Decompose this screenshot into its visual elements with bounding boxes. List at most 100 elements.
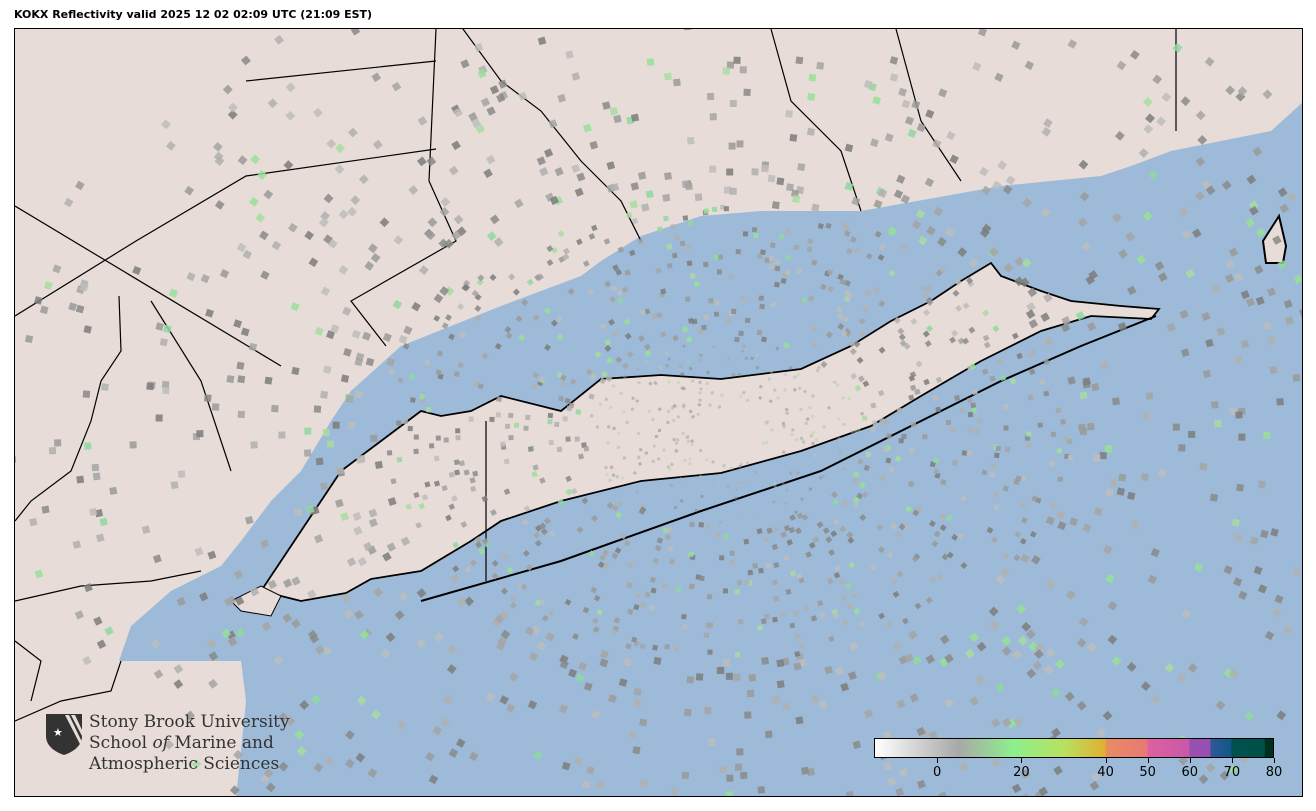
radar-pixel bbox=[173, 679, 184, 690]
radar-pixel bbox=[976, 641, 987, 652]
radar-pixel bbox=[576, 526, 584, 534]
radar-pixel bbox=[611, 504, 619, 512]
radar-pixel bbox=[647, 409, 652, 414]
radar-pixel bbox=[726, 61, 734, 69]
radar-pixel bbox=[533, 531, 541, 539]
radar-pixel bbox=[1221, 180, 1232, 191]
radar-pixel bbox=[451, 230, 462, 241]
radar-pixel bbox=[773, 595, 780, 602]
radar-pixel bbox=[1181, 608, 1192, 619]
radar-pixel bbox=[285, 110, 296, 121]
radar-pixel bbox=[440, 197, 451, 207]
radar-pixel bbox=[896, 407, 903, 414]
radar-pixel bbox=[347, 421, 355, 430]
radar-pixel bbox=[736, 580, 743, 586]
radar-pixel bbox=[740, 512, 744, 517]
radar-pixel bbox=[690, 439, 695, 444]
radar-pixel bbox=[729, 100, 737, 107]
radar-pixel bbox=[481, 495, 489, 503]
radar-pixel bbox=[774, 281, 780, 288]
radar-pixel bbox=[739, 296, 746, 302]
radar-pixel bbox=[896, 174, 906, 184]
radar-pixel bbox=[630, 182, 640, 191]
radar-pixel bbox=[235, 628, 246, 638]
radar-pixel bbox=[663, 215, 669, 222]
radar-pixel bbox=[631, 396, 636, 401]
radar-pixel bbox=[742, 231, 749, 237]
radar-pixel bbox=[679, 372, 684, 377]
radar-pixel bbox=[68, 302, 77, 311]
radar-pixel bbox=[538, 376, 545, 384]
radar-pixel bbox=[671, 252, 678, 259]
radar-pixel bbox=[1111, 656, 1122, 666]
radar-pixel bbox=[676, 414, 681, 419]
radar-pixel bbox=[1032, 660, 1043, 671]
radar-pixel bbox=[854, 384, 862, 392]
radar-pixel bbox=[495, 412, 502, 418]
radar-pixel bbox=[791, 428, 795, 432]
radar-pixel bbox=[604, 344, 612, 352]
radar-pixel bbox=[328, 239, 338, 249]
radar-pixel bbox=[226, 375, 235, 384]
radar-pixel bbox=[757, 624, 763, 631]
radar-pixel bbox=[835, 666, 844, 676]
radar-pixel bbox=[261, 621, 272, 632]
radar-map[interactable]: ★ Stony Brook University School of Marin… bbox=[14, 28, 1303, 797]
radar-pixel bbox=[839, 525, 847, 533]
radar-pixel bbox=[858, 330, 866, 338]
radar-pixel bbox=[1262, 89, 1273, 100]
radar-pixel bbox=[837, 417, 841, 421]
radar-pixel bbox=[1166, 322, 1176, 332]
radar-pixel bbox=[870, 402, 877, 409]
colorbar-tick bbox=[1274, 758, 1275, 763]
radar-pixel bbox=[852, 500, 860, 508]
radar-pixel bbox=[1188, 430, 1196, 438]
radar-pixel bbox=[581, 497, 589, 505]
radar-pixel bbox=[1020, 553, 1030, 564]
radar-pixel bbox=[846, 531, 854, 539]
radar-pixel bbox=[1044, 336, 1054, 346]
radar-pixel bbox=[656, 456, 661, 462]
radar-pixel bbox=[1117, 321, 1127, 332]
radar-pixel bbox=[532, 314, 540, 322]
radar-pixel bbox=[726, 168, 734, 176]
radar-pixel bbox=[645, 189, 654, 199]
radar-pixel bbox=[983, 341, 991, 349]
radar-pixel bbox=[928, 730, 938, 741]
radar-pixel bbox=[313, 762, 324, 773]
radar-pixel bbox=[526, 278, 534, 286]
radar-pixel bbox=[946, 551, 954, 559]
radar-pixel bbox=[915, 505, 923, 513]
radar-pixel bbox=[967, 397, 974, 404]
radar-pixel bbox=[1029, 348, 1037, 356]
radar-pixel bbox=[922, 434, 928, 440]
radar-pixel bbox=[706, 92, 715, 101]
colorbar-tick-label: 80 bbox=[1265, 765, 1283, 780]
radar-pixel bbox=[661, 583, 668, 590]
radar-pixel bbox=[862, 305, 870, 313]
radar-pixel bbox=[641, 203, 650, 212]
radar-pixel bbox=[514, 422, 520, 428]
radar-pixel bbox=[623, 657, 632, 667]
radar-echoes bbox=[15, 29, 1302, 796]
radar-pixel bbox=[889, 73, 899, 82]
radar-pixel bbox=[817, 222, 824, 230]
radar-pixel bbox=[796, 267, 803, 275]
radar-pixel bbox=[489, 214, 500, 225]
radar-pixel bbox=[758, 384, 763, 389]
radar-pixel bbox=[955, 304, 963, 312]
radar-pixel bbox=[609, 295, 617, 303]
radar-pixel bbox=[635, 366, 640, 371]
radar-pixel bbox=[588, 233, 596, 240]
radar-pixel bbox=[1130, 520, 1140, 530]
radar-pixel bbox=[837, 323, 845, 330]
radar-pixel bbox=[806, 767, 816, 777]
radar-pixel bbox=[541, 614, 549, 622]
radar-pixel bbox=[857, 428, 861, 432]
radar-pixel bbox=[911, 219, 922, 230]
radar-pixel bbox=[1078, 616, 1089, 627]
radar-pixel bbox=[858, 317, 866, 325]
radar-pixel bbox=[549, 195, 559, 206]
radar-pixel bbox=[248, 342, 258, 352]
radar-pixel bbox=[1004, 446, 1011, 453]
